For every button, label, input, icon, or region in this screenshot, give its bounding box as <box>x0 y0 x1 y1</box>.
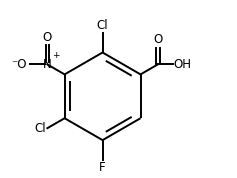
Text: Cl: Cl <box>35 122 46 135</box>
Text: OH: OH <box>174 58 192 71</box>
Text: O: O <box>153 33 162 46</box>
Text: F: F <box>99 161 106 174</box>
Text: N: N <box>43 58 52 71</box>
Text: Cl: Cl <box>97 19 108 32</box>
Text: O: O <box>43 30 52 44</box>
Text: +: + <box>52 51 59 61</box>
Text: ⁻O: ⁻O <box>12 58 27 71</box>
